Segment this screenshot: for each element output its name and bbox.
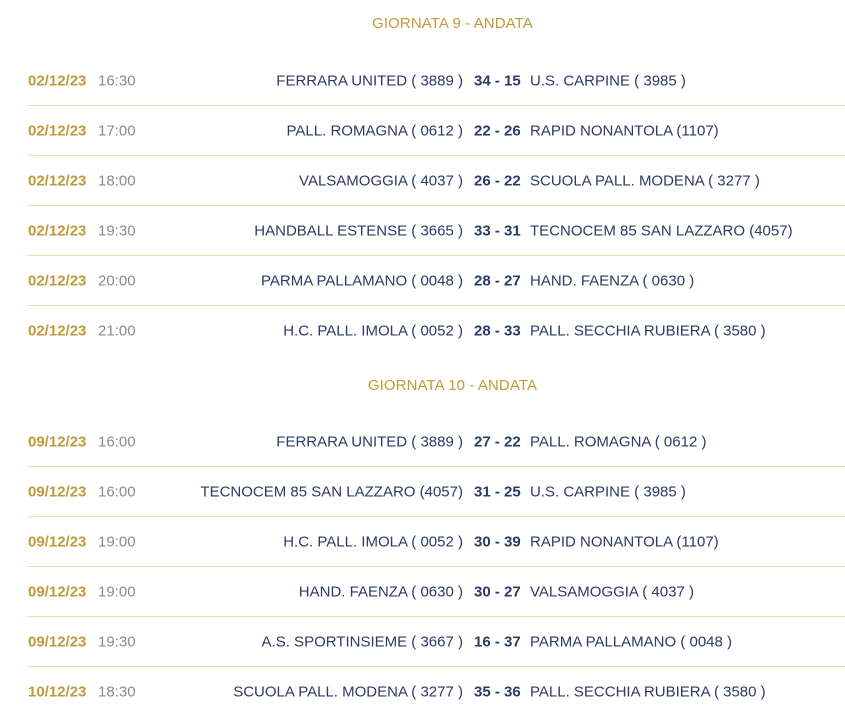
match-time: 16:30	[98, 72, 136, 89]
match-row[interactable]: 10/12/23 18:30 SCUOLA PALL. MODENA ( 327…	[28, 667, 845, 717]
away-team: U.S. CARPINE ( 3985 )	[530, 483, 686, 500]
match-row[interactable]: 02/12/23 21:00 H.C. PALL. IMOLA ( 0052 )…	[28, 306, 845, 356]
home-team: HANDBALL ESTENSE ( 3665 )	[254, 222, 463, 239]
match-score: 31 - 25	[474, 483, 521, 500]
match-row[interactable]: 02/12/23 16:30 FERRARA UNITED ( 3889 ) 3…	[28, 56, 845, 106]
match-row[interactable]: 09/12/23 16:00 TECNOCEM 85 SAN LAZZARO (…	[28, 467, 845, 517]
match-time: 17:00	[98, 122, 136, 139]
match-row[interactable]: 02/12/23 19:30 HANDBALL ESTENSE ( 3665 )…	[28, 206, 845, 256]
match-time: 21:00	[98, 322, 136, 340]
away-team: U.S. CARPINE ( 3985 )	[530, 72, 686, 89]
match-time: 19:00	[98, 533, 136, 550]
away-team: PARMA PALLAMANO ( 0048 )	[530, 633, 733, 650]
home-team: FERRARA UNITED ( 3889 )	[276, 72, 463, 89]
match-date: 09/12/23	[28, 533, 87, 550]
home-team: TECNOCEM 85 SAN LAZZARO (4057)	[200, 483, 463, 500]
match-score: 27 - 22	[474, 433, 521, 450]
match-time: 20:00	[98, 272, 136, 289]
match-date: 09/12/23	[28, 633, 87, 650]
match-score: 26 - 22	[474, 172, 521, 189]
away-team: VALSAMOGGIA ( 4037 )	[530, 583, 694, 600]
match-date: 02/12/23	[28, 172, 87, 189]
match-score: 16 - 37	[474, 633, 521, 650]
match-score: 34 - 15	[474, 72, 521, 89]
match-date: 02/12/23	[28, 272, 87, 289]
match-score: 22 - 26	[474, 122, 521, 139]
away-team: RAPID NONANTOLA (1107)	[530, 122, 719, 139]
match-score: 30 - 27	[474, 583, 521, 600]
match-time: 19:00	[98, 583, 136, 600]
away-team: SCUOLA PALL. MODENA ( 3277 )	[530, 172, 760, 189]
match-date: 02/12/23	[28, 322, 87, 340]
match-score: 35 - 36	[474, 683, 521, 701]
match-date: 09/12/23	[28, 583, 87, 600]
away-team: PALL. ROMAGNA ( 0612 )	[530, 433, 707, 450]
home-team: FERRARA UNITED ( 3889 )	[276, 433, 463, 450]
match-row[interactable]: 09/12/23 19:00 H.C. PALL. IMOLA ( 0052 )…	[28, 517, 845, 567]
match-time: 16:00	[98, 483, 136, 500]
match-date: 02/12/23	[28, 222, 87, 239]
match-score: 28 - 33	[474, 322, 521, 340]
round-title: GIORNATA 9 - ANDATA	[372, 15, 533, 32]
match-time: 19:30	[98, 633, 136, 650]
match-time: 18:00	[98, 172, 136, 189]
match-time: 18:30	[98, 683, 136, 701]
match-date: 02/12/23	[28, 122, 87, 139]
match-row[interactable]: 02/12/23 20:00 PARMA PALLAMANO ( 0048 ) …	[28, 256, 845, 306]
match-row[interactable]: 02/12/23 18:00 VALSAMOGGIA ( 4037 ) 26 -…	[28, 156, 845, 206]
match-row[interactable]: 09/12/23 19:00 HAND. FAENZA ( 0630 ) 30 …	[28, 567, 845, 617]
away-team: RAPID NONANTOLA (1107)	[530, 533, 719, 550]
match-date: 02/12/23	[28, 72, 87, 89]
home-team: HAND. FAENZA ( 0630 )	[298, 583, 463, 600]
round-title: GIORNATA 10 - ANDATA	[367, 377, 538, 394]
home-team: H.C. PALL. IMOLA ( 0052 )	[283, 322, 463, 340]
match-row[interactable]: 09/12/23 16:00 FERRARA UNITED ( 3889 ) 2…	[28, 417, 845, 467]
home-team: H.C. PALL. IMOLA ( 0052 )	[283, 533, 463, 550]
home-team: PALL. ROMAGNA ( 0612 )	[286, 122, 463, 139]
match-time: 19:30	[98, 222, 136, 239]
match-row[interactable]: 09/12/23 19:30 A.S. SPORTINSIEME ( 3667 …	[28, 617, 845, 667]
match-time: 16:00	[98, 433, 136, 450]
match-row[interactable]: 02/12/23 17:00 PALL. ROMAGNA ( 0612 ) 22…	[28, 106, 845, 156]
away-team: HAND. FAENZA ( 0630 )	[530, 272, 695, 289]
away-team: PALL. SECCHIA RUBIERA ( 3580 )	[530, 322, 766, 340]
match-score: 30 - 39	[474, 533, 521, 550]
home-team: PARMA PALLAMANO ( 0048 )	[260, 272, 463, 289]
home-team: VALSAMOGGIA ( 4037 )	[299, 172, 463, 189]
home-team: SCUOLA PALL. MODENA ( 3277 )	[233, 683, 463, 701]
away-team: TECNOCEM 85 SAN LAZZARO (4057)	[530, 222, 793, 239]
match-date: 09/12/23	[28, 433, 87, 450]
home-team: A.S. SPORTINSIEME ( 3667 )	[261, 633, 463, 650]
match-score: 28 - 27	[474, 272, 521, 289]
match-score: 33 - 31	[474, 222, 521, 239]
match-date: 09/12/23	[28, 483, 87, 500]
match-date: 10/12/23	[28, 683, 87, 701]
away-team: PALL. SECCHIA RUBIERA ( 3580 )	[530, 683, 766, 701]
